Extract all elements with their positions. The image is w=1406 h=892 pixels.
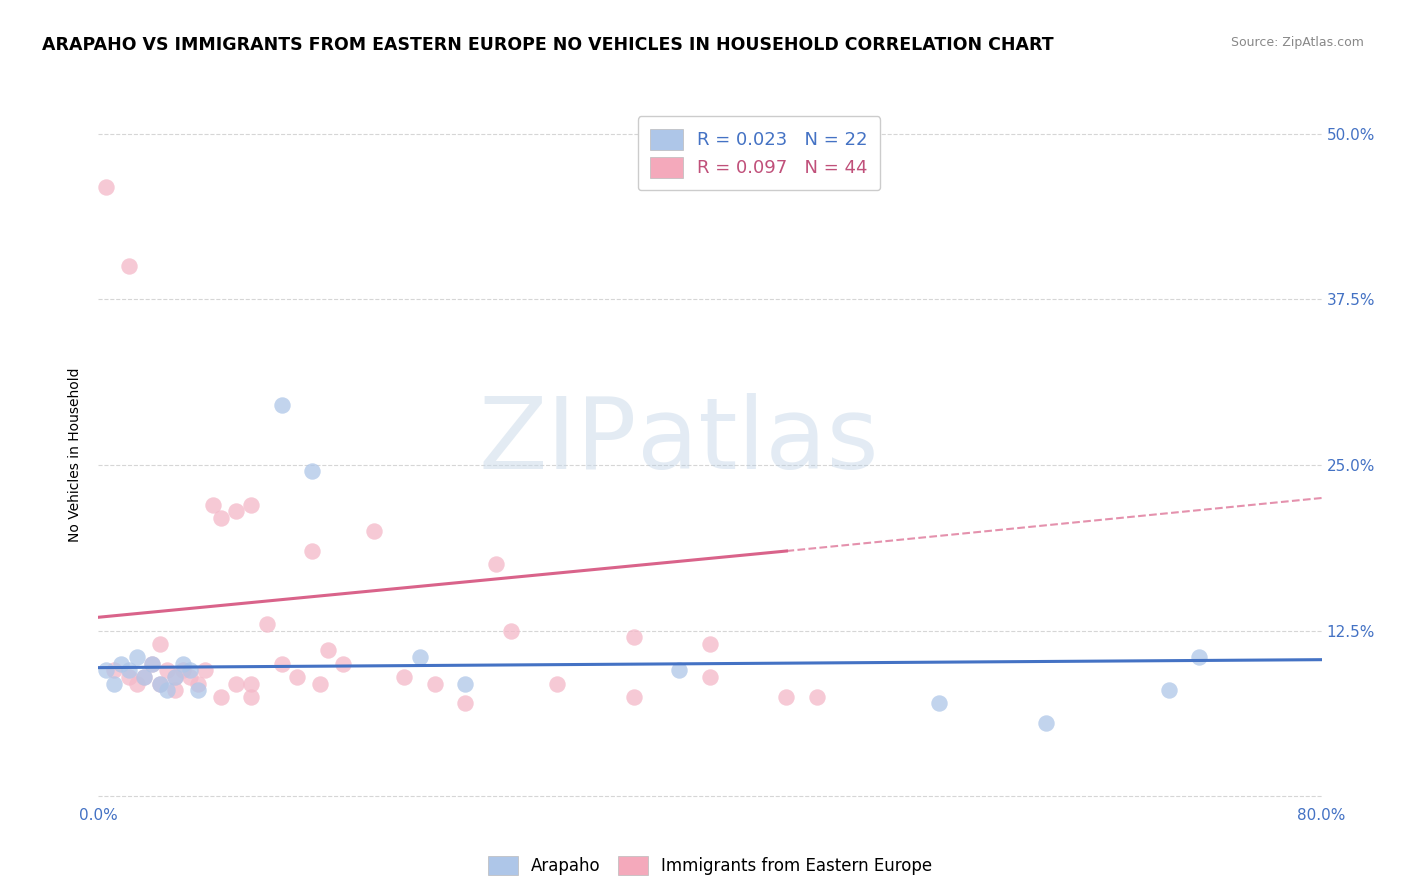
Point [163,683,186,698]
Point [454,676,477,690]
Point [309,676,332,690]
Point [179,663,201,677]
Text: atlas: atlas [637,392,879,490]
Point [156,683,179,698]
Point [1188,650,1211,665]
Point [423,676,446,690]
Point [546,676,568,690]
Point [134,670,156,684]
Point [301,465,323,479]
Point [301,544,323,558]
Point [332,657,354,671]
Point [454,697,477,711]
Point [202,498,225,512]
Point [699,670,721,684]
Point [270,398,292,412]
Point [149,676,172,690]
Point [141,657,163,671]
Point [134,670,156,684]
Point [240,498,263,512]
Point [1157,683,1180,698]
Legend: Arapaho, Immigrants from Eastern Europe: Arapaho, Immigrants from Eastern Europe [478,846,942,885]
Point [179,670,201,684]
Text: ZIP: ZIP [478,392,637,490]
Point [285,670,308,684]
Point [125,650,148,665]
Point [156,663,179,677]
Point [103,676,125,690]
Point [209,511,232,525]
Point [256,616,278,631]
Point [240,676,263,690]
Point [623,690,645,704]
Point [501,624,523,638]
Point [225,504,247,518]
Point [316,643,339,657]
Point [118,259,141,273]
Point [240,690,263,704]
Point [699,637,721,651]
Point [110,657,132,671]
Point [392,670,416,684]
Point [94,179,117,194]
Point [141,657,163,671]
Point [94,663,117,677]
Text: ARAPAHO VS IMMIGRANTS FROM EASTERN EUROPE NO VEHICLES IN HOUSEHOLD CORRELATION C: ARAPAHO VS IMMIGRANTS FROM EASTERN EUROP… [42,36,1054,54]
Point [149,637,172,651]
Point [363,524,385,538]
Point [1035,716,1057,731]
Point [270,657,292,671]
Point [194,663,217,677]
Point [163,670,186,684]
Point [668,663,690,677]
Point [928,697,950,711]
Point [125,676,148,690]
Point [806,690,828,704]
Point [775,690,797,704]
Point [149,676,172,690]
Point [163,670,186,684]
Point [172,657,194,671]
Point [225,676,247,690]
Text: Source: ZipAtlas.com: Source: ZipAtlas.com [1230,36,1364,49]
Point [118,663,141,677]
Point [623,630,645,644]
Point [209,690,232,704]
Point [103,663,125,677]
Point [485,558,508,572]
Point [187,683,209,698]
Point [408,650,430,665]
Point [187,676,209,690]
Y-axis label: No Vehicles in Household: No Vehicles in Household [69,368,83,542]
Point [118,670,141,684]
Point [172,663,194,677]
